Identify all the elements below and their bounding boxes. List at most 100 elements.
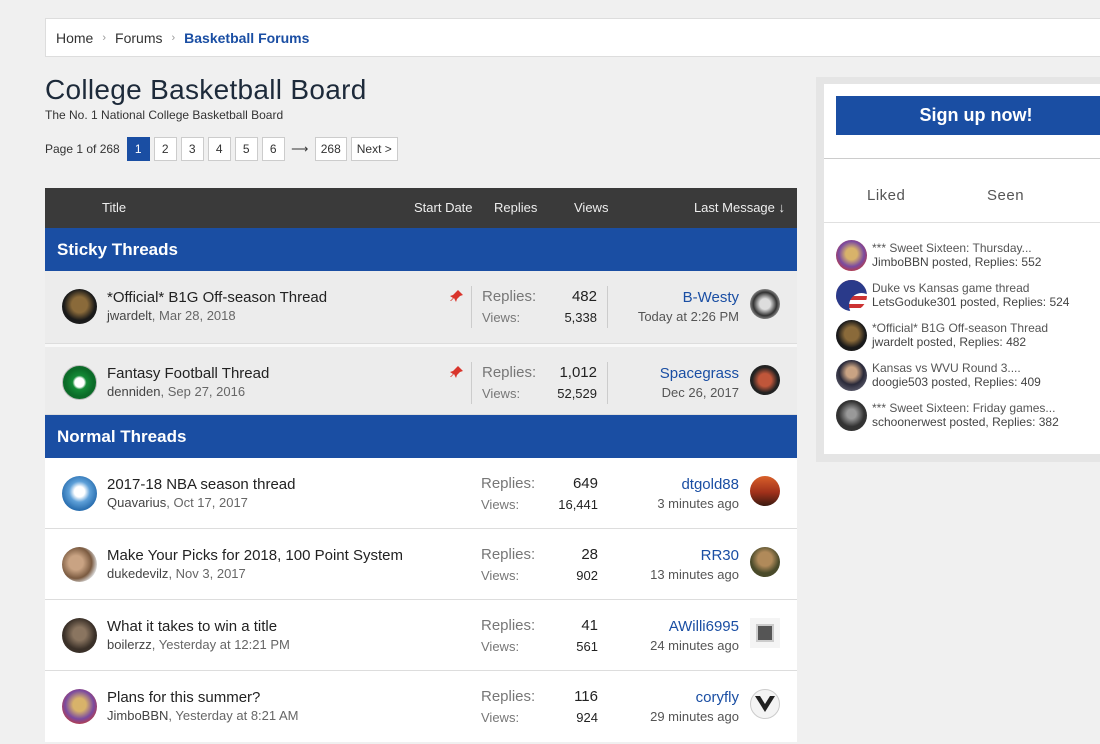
thread-start-date: , Sep 27, 2016 [160, 384, 246, 399]
activity-item[interactable]: *** Sweet Sixteen: Thursday... JimboBBN … [836, 240, 1100, 274]
replies-count: 1,012 [559, 364, 597, 381]
table-row: Plans for this summer? JimboBBN, Yesterd… [45, 671, 797, 742]
page-button-6[interactable]: 6 [261, 137, 285, 161]
next-page-button[interactable]: Next > [350, 137, 398, 161]
activity-title[interactable]: *** Sweet Sixteen: Friday games... [872, 401, 1056, 415]
tab-liked[interactable]: Liked [867, 187, 906, 204]
thread-title-link[interactable]: Plans for this summer? [107, 689, 261, 706]
last-post-time[interactable]: Today at 2:26 PM [637, 309, 739, 324]
sign-up-button[interactable]: Sign up now! [836, 96, 1100, 135]
thread-meta: JimboBBN, Yesterday at 8:21 AM [107, 708, 299, 723]
avatar[interactable] [62, 289, 97, 324]
avatar[interactable] [62, 476, 97, 511]
avatar[interactable] [750, 365, 780, 395]
thread-title-link[interactable]: Fantasy Football Thread [107, 365, 270, 382]
page-button-1[interactable]: 1 [126, 137, 150, 161]
avatar[interactable] [62, 689, 97, 724]
activity-title[interactable]: Kansas vs WVU Round 3.... [872, 361, 1021, 375]
views-label: Views: [481, 497, 520, 512]
header-last-message[interactable]: Last Message ↓ [693, 200, 785, 215]
last-poster-link[interactable]: dtgold88 [681, 476, 739, 493]
breadcrumb-home[interactable]: Home [56, 29, 94, 46]
avatar[interactable] [750, 476, 780, 506]
table-row: Make Your Picks for 2018, 100 Point Syst… [45, 529, 797, 600]
thread-author-link[interactable]: denniden [107, 384, 161, 399]
avatar[interactable] [836, 400, 867, 431]
thread-stats: Replies: Views: 116 924 [471, 686, 608, 728]
page-button-3[interactable]: 3 [180, 137, 204, 161]
thread-author-link[interactable]: JimboBBN [107, 708, 169, 723]
last-poster-link[interactable]: Spacegrass [659, 365, 739, 382]
table-row: *Official* B1G Off-season Thread jwardel… [45, 271, 797, 344]
avatar[interactable] [62, 365, 97, 400]
avatar[interactable] [836, 280, 867, 311]
activity-title[interactable]: *** Sweet Sixteen: Thursday... [872, 241, 1032, 255]
header-replies[interactable]: Replies [494, 200, 538, 215]
thread-title-link[interactable]: *Official* B1G Off-season Thread [107, 289, 328, 306]
thread-title-link[interactable]: 2017-18 NBA season thread [107, 476, 296, 493]
replies-label: Replies: [481, 617, 536, 634]
page-button-4[interactable]: 4 [207, 137, 231, 161]
thread-title-link[interactable]: What it takes to win a title [107, 618, 278, 635]
views-count: 924 [576, 710, 598, 725]
views-count: 16,441 [558, 497, 598, 512]
activity-item[interactable]: Kansas vs WVU Round 3.... doogie503 post… [836, 360, 1100, 394]
avatar[interactable] [62, 618, 97, 653]
avatar[interactable] [836, 360, 867, 391]
thread-author-link[interactable]: boilerzz [107, 637, 152, 652]
activity-title[interactable]: *Official* B1G Off-season Thread [872, 321, 1049, 335]
thread-start-date: , Oct 17, 2017 [166, 495, 248, 510]
last-post-time[interactable]: 3 minutes ago [657, 496, 739, 511]
avatar[interactable] [750, 547, 780, 577]
views-label: Views: [481, 639, 520, 654]
last-post-time[interactable]: 24 minutes ago [650, 638, 739, 653]
avatar[interactable] [836, 320, 867, 351]
shirt-icon [756, 624, 774, 642]
page-subtitle: The No. 1 National College Basketball Bo… [45, 108, 284, 122]
last-poster-link[interactable]: AWilli6995 [668, 618, 739, 635]
last-post-time[interactable]: Dec 26, 2017 [661, 385, 739, 400]
activity-item[interactable]: *Official* B1G Off-season Thread jwardel… [836, 320, 1100, 354]
thread-table: Title Start Date Replies Views Last Mess… [45, 188, 797, 742]
thread-author-link[interactable]: dukedevilz [107, 566, 169, 581]
avatar[interactable] [750, 618, 780, 648]
views-label: Views: [481, 710, 520, 725]
views-label: Views: [482, 310, 521, 325]
activity-panel: Liked Seen *** Sweet Sixteen: Thursday..… [824, 169, 1100, 454]
avatar[interactable] [836, 240, 867, 271]
page-button-2[interactable]: 2 [153, 137, 177, 161]
thread-title-link[interactable]: Make Your Picks for 2018, 100 Point Syst… [107, 547, 403, 564]
thread-start-date: , Mar 28, 2018 [151, 308, 236, 323]
last-post-time[interactable]: 29 minutes ago [650, 709, 739, 724]
header-title[interactable]: Title [102, 200, 127, 215]
last-poster-link[interactable]: B-Westy [682, 289, 739, 306]
normal-thread-list: 2017-18 NBA season thread Quavarius, Oct… [45, 458, 797, 742]
thread-author-link[interactable]: jwardelt [107, 308, 152, 323]
replies-count: 28 [581, 546, 598, 563]
thread-author-link[interactable]: Quavarius [107, 495, 167, 510]
thread-stats: Replies: Views: 41 561 [471, 615, 608, 657]
breadcrumb-forums[interactable]: Forums [115, 29, 163, 46]
breadcrumb: Home › Forums › Basketball Forums [45, 18, 1100, 57]
avatar[interactable] [750, 689, 780, 719]
last-poster-link[interactable]: coryfly [695, 689, 739, 706]
last-post-time[interactable]: 13 minutes ago [650, 567, 739, 582]
activity-item[interactable]: *** Sweet Sixteen: Friday games... schoo… [836, 400, 1100, 434]
header-start-date[interactable]: Start Date [414, 200, 473, 215]
activity-item[interactable]: Duke vs Kansas game thread LetsGoduke301… [836, 280, 1100, 314]
views-count: 52,529 [557, 386, 597, 401]
avatar[interactable] [750, 289, 780, 319]
header-views[interactable]: Views [574, 200, 609, 215]
thread-start-date: , Yesterday at 8:21 AM [168, 708, 299, 723]
page-button-last[interactable]: 268 [314, 137, 347, 161]
views-count: 902 [576, 568, 598, 583]
avatar[interactable] [62, 547, 97, 582]
tab-seen[interactable]: Seen [987, 187, 1025, 204]
page-button-5[interactable]: 5 [234, 137, 258, 161]
replies-count: 41 [581, 617, 598, 634]
activity-title[interactable]: Duke vs Kansas game thread [872, 281, 1030, 295]
thread-start-date: , Yesterday at 12:21 PM [151, 637, 290, 652]
breadcrumb-basketball-forums[interactable]: Basketball Forums [184, 29, 310, 46]
page-jump-arrow-icon[interactable]: ⟶ [291, 142, 309, 156]
last-poster-link[interactable]: RR30 [700, 547, 739, 564]
